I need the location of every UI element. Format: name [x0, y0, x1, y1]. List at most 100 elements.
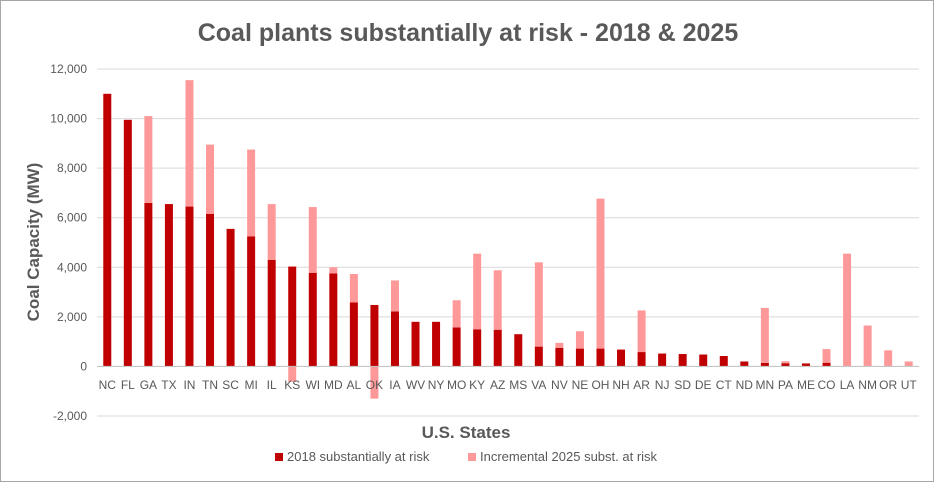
bar-2018-ga: [144, 202, 153, 367]
y-tick-label: 8,000: [57, 161, 87, 175]
bar-2018-me: [801, 363, 810, 367]
legend-swatch-2018: [275, 453, 283, 461]
x-tick-label-ny: NY: [428, 378, 445, 392]
bar-2018-pa: [781, 363, 790, 367]
bar-2018-in: [185, 206, 194, 367]
bar-2018-ia: [390, 311, 399, 367]
x-tick-label-nm: NM: [858, 378, 877, 392]
x-tick-label-ct: CT: [716, 378, 733, 392]
bar-2018-oh: [596, 348, 605, 367]
x-tick-label-in: IN: [183, 378, 195, 392]
bar-2025-nm: [863, 325, 872, 367]
bar-2025-or: [884, 350, 893, 367]
bar-2018-ny: [432, 321, 441, 367]
x-tick-label-va: VA: [531, 378, 546, 392]
x-tick-label-sc: SC: [222, 378, 239, 392]
y-tick-label: -2,000: [53, 409, 87, 423]
x-tick-label-nj: NJ: [655, 378, 670, 392]
x-axis-title: U.S. States: [422, 423, 511, 442]
bar-2018-de: [699, 354, 708, 367]
bar-2025-va: [534, 262, 543, 347]
bar-2018-wi: [308, 272, 317, 367]
y-tick-label: 6,000: [57, 211, 87, 225]
x-tick-label-oh: OH: [591, 378, 609, 392]
bar-2018-ar: [637, 352, 646, 367]
bar-2018-tx: [164, 204, 173, 367]
x-tick-label-me: ME: [797, 378, 815, 392]
bar-2018-fl: [123, 119, 132, 367]
bar-2018-ks: [288, 266, 297, 367]
bar-2018-tn: [206, 213, 215, 367]
y-tick-label: 4,000: [57, 260, 87, 274]
bar-2025-co: [822, 349, 831, 363]
bar-2018-ne: [575, 348, 584, 367]
bars: [103, 80, 913, 399]
x-tick-label-al: AL: [347, 378, 362, 392]
bar-2025-la: [843, 253, 852, 367]
bar-2025-ne: [575, 331, 584, 349]
bar-2018-wv: [411, 321, 420, 367]
bar-2018-nc: [103, 93, 112, 367]
x-tick-label-ky: KY: [469, 378, 485, 392]
bar-2025-il: [267, 204, 276, 260]
bar-2018-mn: [760, 362, 769, 367]
x-tick-label-wi: WI: [305, 378, 320, 392]
x-tick-label-la: LA: [840, 378, 855, 392]
legend-label-2025: Incremental 2025 subst. at risk: [480, 449, 658, 464]
x-tick-label-il: IL: [267, 378, 277, 392]
x-tick-label-az: AZ: [490, 378, 505, 392]
bar-2025-oh: [596, 198, 605, 349]
bar-2018-mi: [247, 236, 256, 367]
y-tick-label: 2,000: [57, 310, 87, 324]
bar-2018-ok: [370, 304, 379, 367]
bar-2025-ks: [288, 366, 297, 382]
bar-2025-ia: [390, 280, 399, 312]
x-tick-label-de: DE: [695, 378, 712, 392]
x-tick-label-sd: SD: [674, 378, 691, 392]
bar-2018-az: [493, 329, 502, 367]
x-tick-label-ia: IA: [389, 378, 400, 392]
bar-2018-nj: [658, 353, 667, 367]
bar-2018-ms: [514, 334, 523, 367]
bar-2025-mo: [452, 300, 461, 328]
bar-2025-ut: [904, 361, 913, 367]
x-tick-label-or: OR: [879, 378, 897, 392]
legend-swatch-2025: [468, 453, 476, 461]
bar-2025-tn: [206, 144, 215, 214]
bar-2025-ok: [370, 366, 379, 399]
bar-2025-az: [493, 270, 502, 330]
x-tick-label-wv: WV: [406, 378, 425, 392]
bar-2025-nv: [555, 342, 564, 348]
x-tick-label-ut: UT: [901, 378, 918, 392]
x-tick-label-nv: NV: [551, 378, 568, 392]
y-tick-label: 10,000: [50, 112, 87, 126]
x-tick-label-ok: OK: [366, 378, 383, 392]
x-tick-label-nh: NH: [612, 378, 629, 392]
x-tick-label-tx: TX: [161, 378, 176, 392]
chart-title: Coal plants substantially at risk - 2018…: [198, 19, 739, 47]
bar-2025-ar: [637, 310, 646, 353]
x-tick-label-ne: NE: [572, 378, 589, 392]
bar-2025-in: [185, 80, 194, 207]
bar-2018-il: [267, 259, 276, 367]
gridlines: [97, 68, 919, 417]
bar-2025-wi: [308, 207, 317, 273]
bar-2025-mi: [247, 149, 256, 237]
legend: 2018 substantially at risk Incremental 2…: [275, 449, 658, 464]
x-tick-label-ms: MS: [509, 378, 527, 392]
bar-2018-nv: [555, 347, 564, 367]
bar-2018-al: [349, 302, 358, 367]
bar-2018-va: [534, 346, 543, 367]
x-tick-label-fl: FL: [121, 378, 135, 392]
bar-2018-ct: [719, 356, 728, 367]
bar-2025-ky: [473, 253, 482, 330]
x-tick-label-md: MD: [324, 378, 343, 392]
bar-2025-al: [349, 273, 358, 303]
x-tick-label-ga: GA: [140, 378, 157, 392]
x-tick-label-mo: MO: [447, 378, 466, 392]
x-tick-label-nc: NC: [99, 378, 117, 392]
bar-2025-md: [329, 267, 338, 274]
bar-2018-nd: [740, 361, 749, 367]
